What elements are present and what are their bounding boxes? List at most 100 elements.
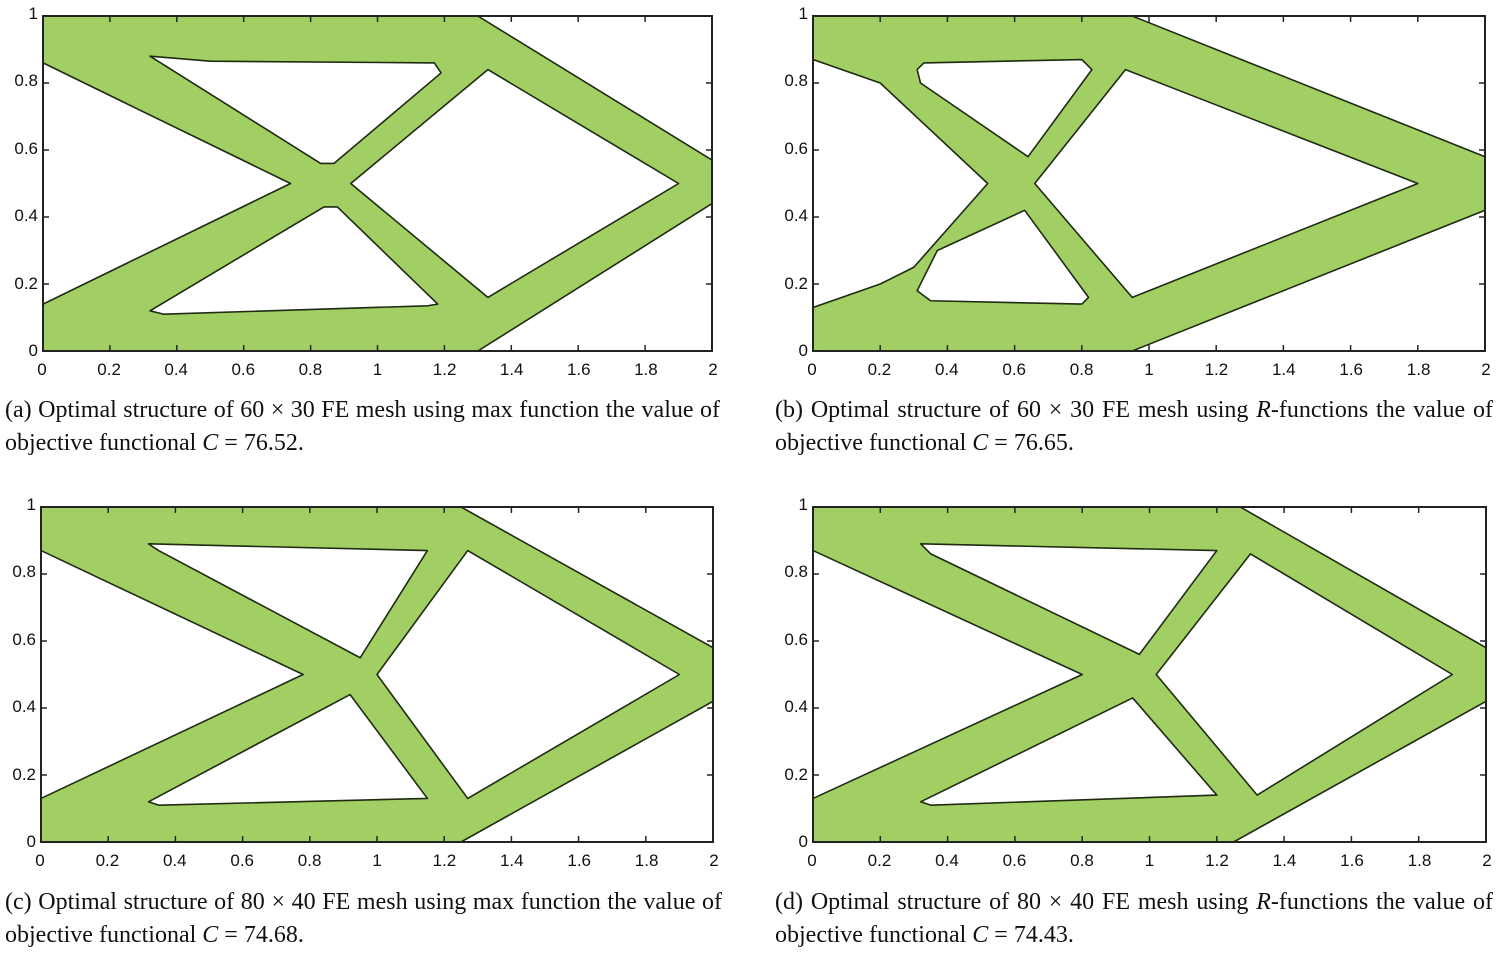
- x-tick-label: 0.6: [230, 851, 255, 870]
- x-tick-label: 0.6: [1002, 360, 1027, 379]
- x-tick-label: 1.6: [567, 851, 592, 870]
- void-region: [813, 58, 989, 309]
- x-tick-label: 1.4: [499, 851, 524, 870]
- x-tick-label: 1.6: [1340, 851, 1364, 870]
- x-tick-label: 1.2: [1204, 360, 1229, 379]
- x-tick-label: 1.8: [634, 360, 658, 379]
- subfigure-caption: (d) Optimal structure of 80 × 40 FE mesh…: [775, 886, 1493, 952]
- y-tick-label: 0: [28, 341, 38, 360]
- y-tick-label: 0: [26, 832, 36, 851]
- x-tick-label: 0: [807, 360, 817, 379]
- void-region: [147, 543, 429, 659]
- x-tick-label: 1.6: [566, 360, 591, 379]
- x-tick-label: 1.2: [432, 851, 457, 870]
- y-tick-label: 0: [798, 341, 808, 360]
- plot-axes: [812, 506, 1487, 843]
- void-region: [460, 507, 713, 649]
- void-region: [376, 549, 681, 800]
- x-tick-label: 1.4: [1272, 851, 1297, 870]
- void-region: [1155, 553, 1454, 796]
- void-region: [1232, 700, 1486, 842]
- caption-math-symbol: C: [972, 922, 989, 948]
- caption-text: = 76.65.: [988, 430, 1074, 456]
- x-tick-label: 1: [1144, 360, 1154, 379]
- caption-text: (b) Optimal structure of 60 × 30 FE mesh…: [775, 397, 1257, 423]
- caption-text: -functions the value of objective functi…: [775, 397, 1493, 456]
- x-tick-label: 0.2: [867, 851, 892, 870]
- x-tick-label: 2: [708, 360, 718, 379]
- x-tick-label: 1: [372, 851, 382, 870]
- y-tick-label: 0.4: [12, 697, 36, 717]
- y-tick-label: 0: [798, 832, 808, 851]
- x-tick-label: 1.6: [1339, 360, 1364, 379]
- plot-axes: [42, 15, 713, 352]
- void-region: [460, 700, 713, 842]
- caption-text: (d) Optimal structure of 80 × 40 FE mesh…: [775, 889, 1257, 915]
- void-region: [1033, 68, 1419, 299]
- y-tick-label: 0.6: [784, 138, 808, 158]
- void-region: [1131, 16, 1485, 158]
- x-tick-label: 0: [807, 851, 817, 870]
- y-tick-label: 1: [798, 4, 808, 23]
- y-tick-label: 0.8: [784, 562, 808, 582]
- caption-math-symbol: R: [1256, 889, 1271, 915]
- void-region: [149, 55, 442, 165]
- y-tick-label: 0.6: [784, 629, 808, 649]
- x-tick-label: 1: [1144, 851, 1155, 870]
- y-tick-label: 0.2: [784, 764, 808, 784]
- y-tick-label: 0.6: [12, 629, 36, 649]
- void-region: [41, 549, 304, 800]
- y-tick-label: 0.4: [784, 206, 808, 226]
- void-region: [477, 202, 712, 351]
- void-region: [147, 693, 429, 806]
- x-tick-label: 0: [35, 851, 45, 870]
- structure-plot: [41, 507, 713, 842]
- caption-text: (a) Optimal structure of 60 × 30 FE mesh…: [5, 397, 720, 456]
- void-region: [916, 209, 1090, 305]
- x-tick-label: 1.8: [1407, 851, 1432, 870]
- x-tick-label: 2: [1481, 360, 1491, 379]
- caption-math-symbol: C: [202, 430, 219, 456]
- subfigure-caption: (b) Optimal structure of 60 × 30 FE mesh…: [775, 394, 1493, 460]
- caption-math-symbol: R: [1256, 397, 1271, 423]
- subfigure-caption: (a) Optimal structure of 60 × 30 FE mesh…: [5, 394, 720, 460]
- void-region: [43, 62, 292, 305]
- subfigure-caption: (c) Optimal structure of 80 × 40 FE mesh…: [5, 886, 722, 952]
- y-tick-label: 0.8: [784, 71, 808, 91]
- void-region: [349, 68, 680, 299]
- x-tick-label: 1.2: [1205, 851, 1229, 870]
- void-region: [149, 206, 439, 315]
- void-region: [916, 58, 1093, 158]
- x-tick-label: 0.4: [935, 851, 959, 870]
- x-tick-label: 0.4: [934, 360, 959, 379]
- x-tick-label: 0.8: [1070, 851, 1094, 870]
- x-tick-label: 0.6: [1002, 851, 1027, 870]
- y-tick-label: 1: [26, 495, 36, 514]
- x-tick-label: 0.4: [162, 851, 187, 870]
- x-tick-label: 0: [37, 360, 47, 379]
- void-region: [919, 697, 1218, 806]
- x-tick-label: 0.8: [1069, 360, 1094, 379]
- x-tick-label: 1.8: [1406, 360, 1431, 379]
- x-tick-label: 1.4: [499, 360, 524, 379]
- structure-plot: [813, 16, 1485, 351]
- void-region: [1239, 507, 1486, 649]
- y-tick-label: 0.2: [14, 273, 38, 293]
- plot-axes: [812, 15, 1486, 352]
- y-tick-label: 0.4: [784, 697, 808, 717]
- y-tick-label: 0.8: [12, 562, 36, 582]
- caption-text: = 74.68.: [218, 922, 304, 948]
- x-tick-label: 2: [1482, 851, 1492, 870]
- x-tick-label: 0.6: [231, 360, 256, 379]
- plot-axes: [40, 506, 714, 843]
- void-region: [477, 16, 712, 161]
- void-region: [1131, 209, 1485, 351]
- x-tick-label: 1.2: [432, 360, 457, 379]
- x-tick-label: 0.2: [95, 851, 120, 870]
- caption-text: (c) Optimal structure of 80 × 40 FE mesh…: [5, 889, 722, 948]
- x-tick-label: 0.8: [298, 360, 323, 379]
- caption-math-symbol: C: [202, 922, 219, 948]
